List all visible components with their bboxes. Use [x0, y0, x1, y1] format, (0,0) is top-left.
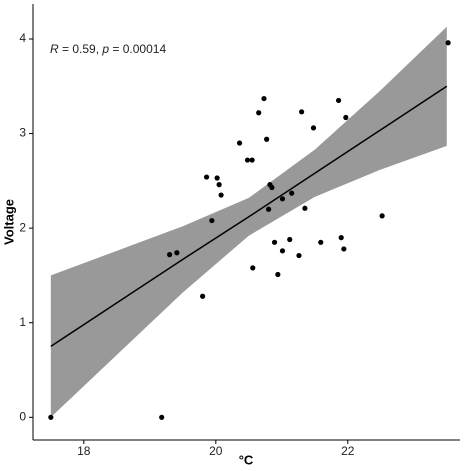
point — [249, 157, 255, 163]
point — [174, 250, 180, 256]
point — [209, 217, 215, 224]
x-tick-label: 18 — [77, 444, 91, 458]
point — [275, 271, 281, 278]
annotation-part: = 0.00014 — [109, 42, 166, 56]
y-tick-label: 3 — [19, 126, 26, 140]
point — [318, 239, 324, 245]
point — [379, 213, 385, 219]
point — [310, 125, 317, 131]
annotation-part: = 0.59, — [59, 42, 103, 56]
x-axis-title: °C — [239, 452, 254, 467]
point — [341, 246, 347, 252]
point — [203, 174, 210, 180]
point — [218, 192, 224, 198]
point — [159, 414, 165, 420]
point — [296, 252, 302, 259]
point — [48, 414, 54, 420]
point — [214, 175, 220, 181]
annotation-part: p — [101, 42, 109, 56]
point — [289, 190, 295, 196]
point — [445, 40, 451, 46]
point — [216, 182, 222, 188]
point — [302, 205, 308, 211]
point — [167, 252, 173, 258]
y-tick-label: 4 — [19, 31, 26, 45]
point — [256, 110, 262, 116]
point — [335, 97, 342, 104]
point — [279, 196, 286, 202]
point — [266, 206, 272, 212]
point — [261, 95, 267, 102]
y-tick-label: 2 — [19, 220, 26, 234]
point — [338, 235, 344, 241]
y-tick-label: 0 — [19, 409, 26, 423]
point — [343, 114, 349, 121]
point — [287, 236, 293, 243]
x-tick-label: 22 — [341, 444, 355, 458]
point — [299, 109, 305, 115]
x-tick-label: 20 — [209, 444, 223, 458]
point — [244, 157, 251, 163]
y-axis-title: Voltage — [1, 199, 16, 245]
point — [279, 248, 286, 254]
annotation-part: R — [50, 42, 59, 56]
point — [271, 239, 278, 245]
fit-line — [50, 85, 448, 347]
point — [250, 265, 256, 271]
confidence-band — [50, 26, 447, 418]
y-tick-label: 1 — [19, 315, 26, 329]
point — [269, 184, 275, 191]
annotation: R = 0.59, p = 0.00014 — [50, 42, 166, 56]
point — [200, 293, 206, 299]
point — [236, 140, 243, 146]
point — [264, 136, 270, 142]
